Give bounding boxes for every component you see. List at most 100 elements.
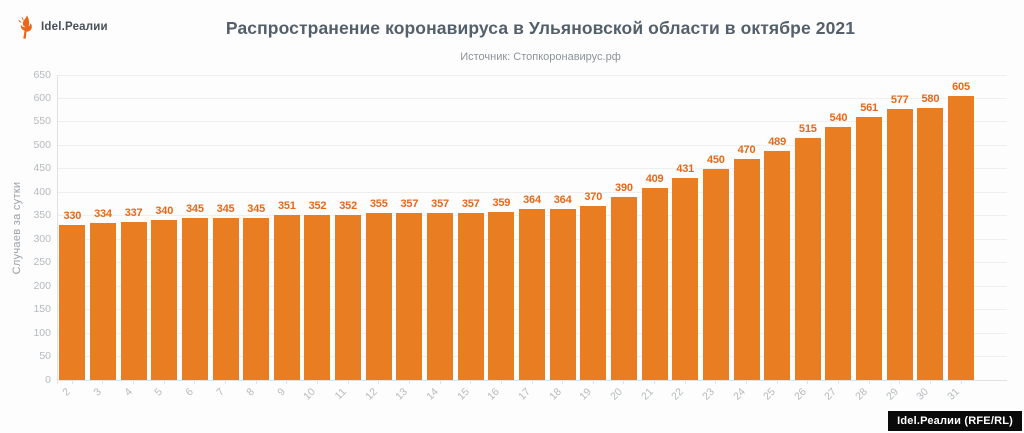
bar-value-label: 515 — [798, 123, 817, 136]
gridline-600 — [57, 97, 1007, 99]
x-axis-tick — [71, 380, 73, 384]
bar — [948, 96, 975, 380]
bar — [181, 218, 208, 380]
x-axis-tick — [531, 380, 533, 384]
x-axis-tick — [562, 380, 564, 384]
page-title: Распространение коронавируса в Ульяновск… — [225, 18, 856, 38]
bar — [151, 220, 178, 380]
bar — [886, 109, 913, 380]
bar-value-label: 345 — [216, 203, 235, 216]
gridline-550 — [57, 121, 1007, 123]
bar-value-label: 345 — [186, 203, 204, 216]
x-axis-tick — [439, 380, 441, 384]
x-axis-tick — [163, 380, 165, 384]
y-tick-label: 300 — [33, 232, 51, 245]
gridline-650 — [57, 74, 1007, 76]
bar-chart-plot-area: Случаев за сутки 0 50 100 150 200 250 300 350 40… — [11, 69, 1007, 403]
y-tick-label: 200 — [33, 279, 51, 292]
x-axis-tick — [225, 380, 227, 384]
bar — [120, 221, 147, 380]
bar — [304, 214, 331, 380]
bar — [702, 168, 729, 380]
bar-value-label: 330 — [63, 210, 82, 223]
x-axis-tick — [654, 380, 656, 384]
brand-logo: Idel.Реалии — [16, 14, 108, 40]
bar — [519, 209, 545, 380]
x-axis-tick — [470, 380, 472, 384]
gridline-450 — [57, 168, 1007, 170]
bar — [610, 197, 637, 380]
bar-value-label: 352 — [308, 199, 327, 212]
x-axis-tick — [746, 380, 748, 384]
bar-value-label: 364 — [523, 194, 541, 207]
x-axis-tick — [592, 380, 594, 384]
bar-value-label: 345 — [247, 203, 266, 216]
bar — [427, 212, 454, 380]
y-tick-label: 100 — [33, 326, 51, 339]
bar-value-label: 334 — [94, 208, 112, 221]
x-axis-tick — [316, 380, 318, 384]
x-axis-tick — [378, 380, 380, 384]
x-axis-tick — [715, 380, 717, 384]
bar-value-label: 352 — [339, 199, 357, 212]
bar — [825, 126, 852, 380]
bar — [335, 214, 362, 380]
bar-value-label: 409 — [645, 173, 664, 186]
x-axis-tick — [776, 380, 778, 384]
attribution-badge: Idel.Реалии (RFE/RL) — [888, 411, 1022, 431]
x-axis-tick — [929, 380, 931, 384]
y-tick-label: 600 — [33, 91, 51, 104]
bar — [457, 212, 484, 380]
brand-name: Idel.Реалии — [41, 21, 108, 33]
gridline-400 — [57, 191, 1007, 193]
bar — [212, 218, 239, 380]
x-axis-tick — [102, 380, 104, 384]
x-axis-tick — [286, 380, 288, 384]
bar-value-label: 357 — [461, 197, 480, 210]
x-axis-tick — [807, 380, 809, 384]
bar — [89, 223, 116, 380]
y-tick-label: 500 — [33, 138, 51, 151]
bar-value-label: 580 — [921, 92, 940, 105]
bar-value-label: 577 — [890, 94, 909, 107]
x-axis-tick — [837, 380, 839, 384]
bar — [917, 107, 944, 380]
bar — [856, 116, 883, 380]
y-tick-label: 550 — [33, 115, 51, 128]
bar-value-label: 340 — [155, 205, 174, 218]
y-axis-line — [57, 75, 58, 384]
x-axis-tick — [868, 380, 870, 384]
bar-value-label: 337 — [124, 206, 143, 219]
y-tick-label: 650 — [33, 68, 51, 81]
bar-value-label: 355 — [369, 198, 388, 211]
bar — [764, 150, 791, 380]
x-axis-tick — [684, 380, 686, 384]
bar-value-label: 357 — [400, 197, 419, 210]
bar — [396, 212, 423, 380]
bar — [794, 138, 821, 380]
y-tick-label: 50 — [39, 350, 51, 363]
y-tick-label: 0 — [45, 373, 51, 386]
bar-value-label: 470 — [737, 144, 756, 157]
bar-value-label: 489 — [768, 135, 787, 148]
bar-value-label: 450 — [706, 153, 725, 166]
bar-value-label: 431 — [676, 162, 695, 175]
bar — [243, 218, 270, 380]
bar-value-label: 561 — [860, 101, 878, 114]
bar-value-label: 370 — [584, 191, 603, 204]
x-axis-tick — [623, 380, 625, 384]
bar-value-label: 540 — [829, 111, 848, 124]
x-axis-tick — [899, 380, 901, 384]
x-axis-tick — [500, 380, 502, 384]
bar — [641, 188, 668, 380]
y-tick-label: 350 — [33, 209, 51, 222]
bar — [733, 159, 760, 380]
bar — [59, 225, 86, 380]
bar — [273, 215, 300, 380]
x-axis-tick — [255, 380, 257, 384]
bar-value-label: 351 — [277, 200, 296, 213]
y-tick-label: 150 — [33, 303, 51, 316]
x-axis-tick — [133, 380, 135, 384]
bar-value-label: 359 — [492, 196, 511, 209]
